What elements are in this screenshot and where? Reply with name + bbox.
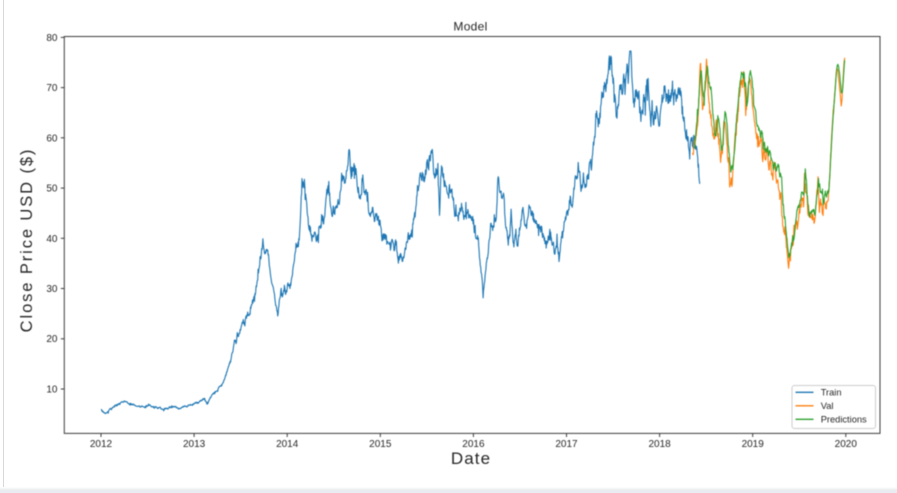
svg-text:40: 40 (46, 234, 58, 245)
svg-text:30: 30 (46, 284, 58, 295)
svg-text:2019: 2019 (742, 439, 765, 450)
svg-text:2013: 2013 (183, 439, 206, 450)
svg-text:10: 10 (46, 385, 58, 396)
svg-text:2018: 2018 (648, 439, 671, 450)
svg-text:2016: 2016 (462, 439, 485, 450)
svg-text:60: 60 (46, 133, 58, 144)
svg-text:Close Price USD ($): Close Price USD ($) (18, 148, 36, 333)
svg-text:2017: 2017 (555, 439, 578, 450)
svg-text:50: 50 (46, 184, 58, 195)
svg-text:2014: 2014 (276, 439, 299, 450)
svg-text:Predictions: Predictions (821, 414, 867, 424)
svg-text:Date: Date (451, 449, 491, 468)
svg-text:2012: 2012 (90, 439, 113, 450)
svg-text:2020: 2020 (835, 439, 858, 450)
svg-text:70: 70 (46, 83, 58, 94)
svg-text:20: 20 (46, 334, 58, 345)
svg-text:2015: 2015 (369, 439, 392, 450)
svg-text:Val: Val (821, 401, 834, 411)
svg-text:Train: Train (821, 387, 842, 397)
svg-text:80: 80 (46, 33, 58, 44)
svg-text:Model: Model (453, 19, 487, 33)
